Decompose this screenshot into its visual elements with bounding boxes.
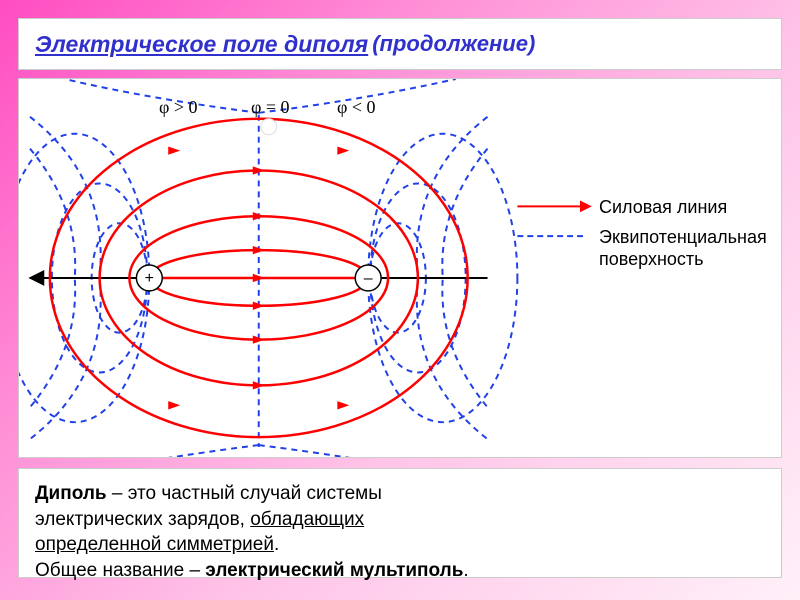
legend-equipotential-label-1: Эквипотенциальная bbox=[599, 227, 767, 248]
phi-less-label: φ < 0 bbox=[337, 97, 376, 118]
definition-line4-bold: электрический мультиполь bbox=[205, 560, 463, 581]
definition-line1-rest: – это частный случай системы bbox=[107, 483, 382, 504]
title-sub: (продолжение) bbox=[372, 31, 535, 57]
definition-line-4: Общее название – электрический мультипол… bbox=[35, 558, 765, 584]
definition-line-3: определенной симметрией. bbox=[35, 532, 765, 558]
definition-term: Диполь bbox=[35, 483, 107, 504]
definition-line-1: Диполь – это частный случай системы bbox=[35, 481, 765, 507]
definition-panel: Диполь – это частный случай системы элек… bbox=[18, 468, 782, 578]
definition-line2-underlined: обладающих bbox=[250, 509, 364, 530]
svg-text:+: + bbox=[145, 270, 154, 287]
definition-line3-rest: . bbox=[274, 534, 279, 555]
definition-line3-underlined: определенной симметрией bbox=[35, 534, 274, 555]
title-panel: Электрическое поле диполя (продолжение) bbox=[18, 18, 782, 70]
title-main: Электрическое поле диполя bbox=[35, 31, 368, 58]
diagram-panel: + – φ > 0 φ = 0 φ < 0 Силовая линия Эквип… bbox=[18, 78, 782, 458]
svg-text:–: – bbox=[364, 270, 373, 287]
definition-line4-rest: . bbox=[463, 560, 468, 581]
legend-equipotential-label-2: поверхность bbox=[599, 249, 704, 270]
phi-greater-label: φ > 0 bbox=[159, 97, 198, 118]
definition-line-2: электрических зарядов, обладающих bbox=[35, 507, 765, 533]
definition-line2-pre: электрических зарядов, bbox=[35, 509, 250, 530]
phi-equal-label: φ = 0 bbox=[251, 97, 290, 118]
legend-field-line-label: Силовая линия bbox=[599, 197, 727, 218]
definition-line4-pre: Общее название – bbox=[35, 560, 205, 581]
slide: Электрическое поле диполя (продолжение) … bbox=[0, 0, 800, 600]
